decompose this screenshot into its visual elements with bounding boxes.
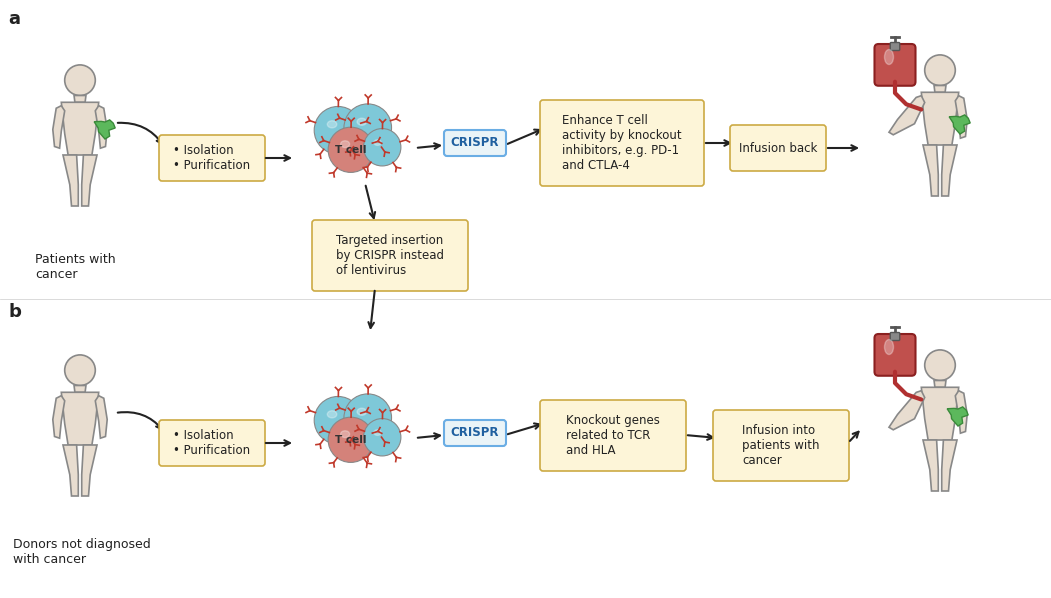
Polygon shape — [955, 390, 967, 433]
Ellipse shape — [341, 431, 350, 438]
Ellipse shape — [327, 411, 336, 418]
FancyBboxPatch shape — [540, 100, 704, 186]
Polygon shape — [63, 155, 79, 206]
Polygon shape — [74, 96, 86, 102]
Polygon shape — [53, 106, 65, 148]
Ellipse shape — [357, 408, 367, 416]
Polygon shape — [942, 440, 957, 491]
Text: T cell: T cell — [335, 435, 367, 445]
Ellipse shape — [885, 340, 893, 355]
FancyBboxPatch shape — [444, 130, 506, 156]
Ellipse shape — [885, 50, 893, 65]
Circle shape — [925, 55, 955, 86]
Text: Targeted insertion
by CRISPR instead
of lentivirus: Targeted insertion by CRISPR instead of … — [336, 234, 444, 277]
FancyBboxPatch shape — [159, 420, 265, 466]
Circle shape — [364, 419, 400, 456]
Circle shape — [925, 350, 955, 380]
FancyBboxPatch shape — [874, 334, 915, 376]
FancyBboxPatch shape — [159, 135, 265, 181]
Text: Infusion back: Infusion back — [739, 142, 818, 154]
Circle shape — [328, 127, 373, 172]
Polygon shape — [955, 96, 967, 138]
Polygon shape — [934, 380, 946, 388]
Polygon shape — [82, 445, 97, 496]
Text: b: b — [8, 303, 21, 321]
Text: Donors not diagnosed
with cancer: Donors not diagnosed with cancer — [13, 538, 150, 566]
Polygon shape — [923, 440, 939, 491]
Polygon shape — [922, 388, 959, 440]
FancyBboxPatch shape — [444, 420, 506, 446]
Text: a: a — [8, 10, 20, 28]
Polygon shape — [889, 96, 925, 135]
Ellipse shape — [374, 140, 382, 145]
Circle shape — [314, 396, 362, 444]
Polygon shape — [934, 86, 946, 92]
FancyBboxPatch shape — [730, 125, 826, 171]
Circle shape — [314, 106, 362, 154]
FancyBboxPatch shape — [713, 410, 849, 481]
Polygon shape — [61, 392, 99, 445]
Text: CRISPR: CRISPR — [451, 426, 499, 440]
Polygon shape — [942, 145, 957, 196]
Polygon shape — [922, 92, 959, 145]
FancyBboxPatch shape — [540, 400, 686, 471]
Polygon shape — [889, 390, 925, 430]
FancyBboxPatch shape — [890, 332, 900, 340]
Text: • Isolation
• Purification: • Isolation • Purification — [173, 144, 250, 172]
Circle shape — [344, 104, 392, 151]
Text: Enhance T cell
activity by knockout
inhibitors, e.g. PD-1
and CTLA-4: Enhance T cell activity by knockout inhi… — [562, 114, 682, 172]
Text: CRISPR: CRISPR — [451, 136, 499, 150]
Circle shape — [344, 394, 392, 441]
Polygon shape — [947, 407, 968, 426]
Polygon shape — [63, 445, 79, 496]
Circle shape — [328, 417, 373, 462]
Polygon shape — [95, 120, 116, 139]
Polygon shape — [61, 102, 99, 155]
Text: • Isolation
• Purification: • Isolation • Purification — [173, 429, 250, 457]
Ellipse shape — [327, 121, 336, 128]
Circle shape — [364, 129, 400, 166]
Text: Patients with
cancer: Patients with cancer — [35, 253, 116, 281]
Polygon shape — [923, 145, 939, 196]
Text: Infusion into
patients with
cancer: Infusion into patients with cancer — [742, 424, 820, 467]
Polygon shape — [53, 396, 65, 438]
Polygon shape — [949, 115, 970, 134]
Polygon shape — [96, 106, 107, 148]
Circle shape — [65, 65, 96, 96]
Ellipse shape — [341, 141, 350, 148]
Ellipse shape — [357, 118, 367, 126]
Text: Knockout genes
related to TCR
and HLA: Knockout genes related to TCR and HLA — [566, 414, 660, 457]
Polygon shape — [82, 155, 97, 206]
Text: T cell: T cell — [335, 145, 367, 155]
Polygon shape — [96, 396, 107, 438]
FancyBboxPatch shape — [874, 44, 915, 86]
Polygon shape — [74, 386, 86, 392]
Circle shape — [65, 355, 96, 386]
Ellipse shape — [374, 430, 382, 435]
FancyBboxPatch shape — [890, 42, 900, 50]
FancyBboxPatch shape — [312, 220, 468, 291]
